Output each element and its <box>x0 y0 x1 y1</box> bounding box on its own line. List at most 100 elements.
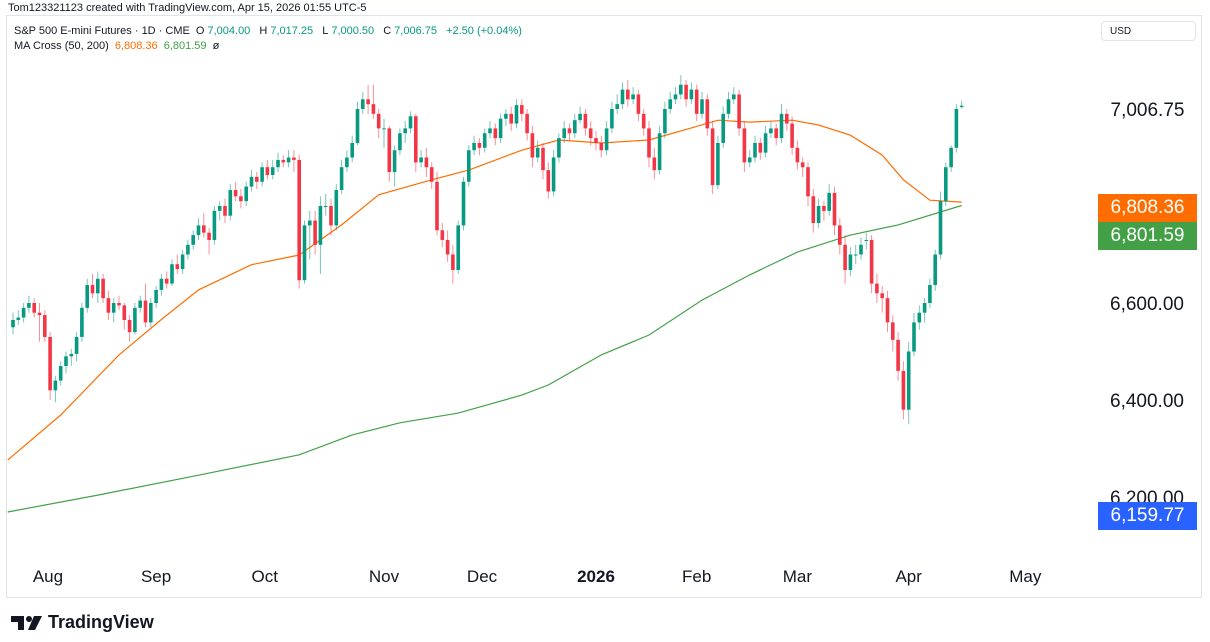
candle-body <box>917 312 922 323</box>
time-axis-label: Nov <box>369 567 400 586</box>
candle-body <box>822 206 826 211</box>
candle-body <box>308 220 312 226</box>
candle-body <box>816 206 821 223</box>
candle-body <box>716 142 720 186</box>
candle-body <box>673 94 678 100</box>
ohlc-high: H 7,017.25 <box>259 25 314 37</box>
candle-body <box>944 167 948 202</box>
marker-price-label: 6,159.77 <box>1098 502 1197 530</box>
candle-body <box>408 116 413 129</box>
candle-body <box>133 307 137 333</box>
candle-body <box>249 176 254 187</box>
candle-body <box>53 380 58 391</box>
candle-body <box>297 159 301 281</box>
candle-body <box>265 167 270 175</box>
candle-body <box>901 370 906 410</box>
ma-fast-value: 6,808.36 <box>114 40 158 52</box>
candle-body <box>355 109 360 143</box>
candle-body <box>440 230 445 240</box>
candle-body <box>959 105 964 108</box>
candle-body <box>286 157 291 163</box>
candle-body <box>567 128 572 134</box>
candle-body <box>207 232 211 240</box>
candle-body <box>392 150 397 173</box>
candle-body <box>710 128 715 186</box>
candle-body <box>922 303 927 313</box>
tradingview-logo-icon <box>11 615 42 630</box>
candle-body <box>700 99 704 114</box>
symbol-title[interactable]: S&P 500 E-mini Futures · 1D · CME <box>14 25 190 37</box>
candle-body <box>753 142 757 158</box>
candle-body <box>631 94 635 100</box>
candle-body <box>212 210 217 240</box>
ma-slow-value: 6,801.59 <box>163 40 207 52</box>
candle-body <box>737 94 741 129</box>
candle-body <box>85 285 89 308</box>
candle-body <box>329 206 333 226</box>
candle-body <box>694 89 699 114</box>
candle-body <box>636 94 641 114</box>
candle-body <box>769 128 773 134</box>
candle-body <box>721 113 725 143</box>
candle-body <box>472 142 476 151</box>
candle-body <box>376 113 381 129</box>
candle-body <box>217 206 222 211</box>
tradingview-logo[interactable]: TradingView <box>10 612 154 633</box>
candle-body <box>853 254 858 256</box>
candle-body <box>371 104 376 114</box>
candle-body <box>270 167 275 175</box>
candle-body <box>557 138 561 158</box>
candle-body <box>790 123 794 148</box>
candle-body <box>281 159 286 163</box>
brand-name: TradingView <box>48 612 154 632</box>
candle-body <box>323 206 328 207</box>
candle-body <box>292 157 296 160</box>
candle-body <box>668 99 672 109</box>
time-axis-label: 2026 <box>577 567 615 586</box>
last-price-label: 7,006.75 <box>1110 100 1185 121</box>
candle-body <box>228 189 233 216</box>
time-axis-label: Apr <box>895 567 922 586</box>
candle-body <box>11 319 15 328</box>
candle-body <box>610 109 614 129</box>
candle-body <box>106 298 111 313</box>
candle-body <box>583 113 588 129</box>
time-axis-label: Oct <box>252 567 279 586</box>
candle-body <box>101 278 105 299</box>
candle-body <box>37 312 42 316</box>
indicator-title[interactable]: MA Cross (50, 200) <box>14 40 109 52</box>
candle-body <box>345 157 349 168</box>
candle-body <box>827 192 831 211</box>
candle-body <box>366 99 370 105</box>
candle-body <box>244 186 248 202</box>
candle-body <box>419 157 423 163</box>
candle-body <box>361 99 365 109</box>
candle-body <box>912 322 916 352</box>
candle-body <box>138 300 142 308</box>
candle-body <box>398 133 402 151</box>
candle-body <box>832 192 837 226</box>
candle-body <box>196 225 201 236</box>
candle-body <box>429 167 434 182</box>
candle-body <box>885 298 890 323</box>
currency-button[interactable]: USD <box>1101 21 1196 41</box>
candle-body <box>869 239 874 284</box>
candle-body <box>795 147 800 163</box>
candle-body <box>779 113 784 139</box>
candle-body <box>233 189 238 197</box>
visibility-icon[interactable]: ø <box>212 40 220 52</box>
candle-body <box>488 128 492 134</box>
candle-body <box>514 105 519 124</box>
chart-panel[interactable] <box>6 15 1202 598</box>
candle-body <box>451 254 455 271</box>
candle-body <box>838 225 842 245</box>
candle-body <box>350 142 354 158</box>
candle-body <box>149 303 153 323</box>
candle-body <box>859 244 863 255</box>
candle-body <box>933 254 937 286</box>
candle-body <box>80 307 84 337</box>
candle-body <box>186 244 190 255</box>
candle-body <box>546 170 551 192</box>
candle-body <box>302 225 307 281</box>
